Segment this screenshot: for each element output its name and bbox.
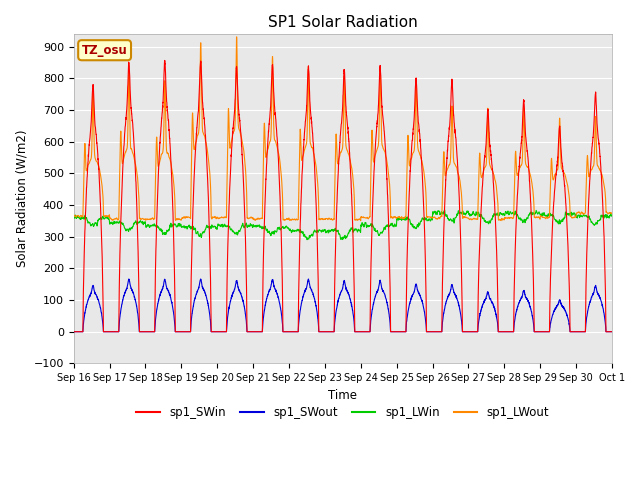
sp1_LWin [608, 213, 616, 218]
sp1_LWin [494, 213, 502, 218]
Line: sp1_SWin: sp1_SWin [74, 60, 612, 332]
sp1_LWin [434, 209, 442, 215]
X-axis label: Time: Time [328, 389, 357, 402]
sp1_SWin [434, 329, 442, 335]
sp1_SWin [463, 329, 471, 335]
sp1_SWin [161, 58, 168, 63]
sp1_LWin [441, 207, 449, 213]
sp1_LWout [357, 218, 365, 224]
sp1_SWin [70, 329, 77, 335]
sp1_LWout [607, 210, 615, 216]
sp1_SWout [463, 329, 471, 335]
sp1_LWin [166, 224, 174, 230]
Text: TZ_osu: TZ_osu [82, 44, 127, 57]
sp1_LWout [494, 204, 502, 209]
sp1_SWout [607, 329, 615, 335]
sp1_SWout [608, 329, 616, 335]
Legend: sp1_SWin, sp1_SWout, sp1_LWin, sp1_LWout: sp1_SWin, sp1_SWout, sp1_LWin, sp1_LWout [131, 401, 554, 423]
sp1_SWout [166, 294, 174, 300]
sp1_LWin [463, 209, 471, 215]
sp1_SWin [166, 150, 174, 156]
sp1_LWout [608, 211, 616, 216]
sp1_LWin [303, 237, 311, 242]
sp1_SWout [197, 276, 205, 282]
Line: sp1_SWout: sp1_SWout [74, 279, 612, 332]
sp1_LWin [607, 213, 615, 219]
sp1_LWout [233, 34, 241, 40]
Line: sp1_LWin: sp1_LWin [74, 210, 612, 240]
sp1_SWin [607, 329, 615, 335]
sp1_SWout [536, 329, 544, 335]
sp1_SWout [494, 324, 502, 330]
sp1_SWin [536, 329, 544, 335]
sp1_LWin [323, 229, 330, 235]
sp1_LWout [70, 213, 77, 218]
sp1_SWin [494, 300, 502, 305]
sp1_LWout [463, 215, 471, 221]
Y-axis label: Solar Radiation (W/m2): Solar Radiation (W/m2) [15, 130, 28, 267]
sp1_SWin [323, 329, 330, 335]
sp1_SWout [434, 329, 442, 335]
sp1_SWout [323, 329, 330, 335]
sp1_SWout [70, 329, 77, 335]
sp1_SWin [608, 329, 616, 335]
sp1_LWout [323, 216, 330, 221]
sp1_LWout [434, 216, 442, 222]
Line: sp1_LWout: sp1_LWout [74, 37, 612, 221]
sp1_LWout [166, 158, 174, 164]
sp1_LWin [70, 214, 77, 220]
Title: SP1 Solar Radiation: SP1 Solar Radiation [268, 15, 418, 30]
